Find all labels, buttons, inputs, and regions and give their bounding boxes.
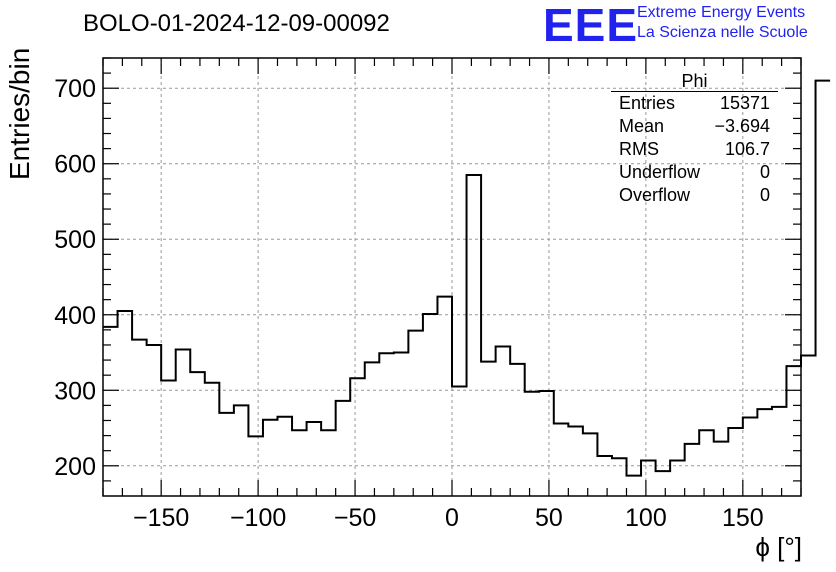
stats-box-title: Phi: [611, 71, 778, 92]
y-tick-label: 600: [54, 151, 96, 179]
x-tick-label: −50: [334, 504, 376, 532]
chart-title: BOLO-01-2024-12-09-00092: [83, 10, 390, 37]
stats-label: Mean: [619, 116, 665, 136]
stats-box: Phi Entries 15371 Mean −3.694 RMS 106.7 …: [611, 71, 778, 207]
stats-label: Overflow: [619, 185, 691, 205]
logo-caption: Extreme Energy Events La Scienza nelle S…: [637, 3, 808, 43]
y-tick-label: 700: [54, 75, 96, 103]
stats-row-entries: Entries 15371: [611, 92, 778, 115]
x-tick-label: −100: [230, 504, 286, 532]
stats-label: RMS: [619, 139, 659, 159]
stats-value: 15371: [719, 93, 770, 113]
histogram-series: [103, 79, 831, 477]
x-axis-label: ϕ [°]: [755, 532, 802, 562]
y-tick-label: 500: [54, 226, 96, 254]
x-tick-label: 100: [625, 504, 667, 532]
stats-row-overflow: Overflow 0: [611, 184, 778, 207]
x-tick-label: 50: [535, 504, 563, 532]
eee-logo-mark: EEE: [543, 0, 639, 51]
axis-ticks: [102, 57, 802, 496]
y-axis-label: Entries/bin: [4, 47, 35, 180]
y-tick-label: 300: [54, 377, 96, 405]
y-tick-label: 200: [54, 453, 96, 481]
y-tick-label: 400: [54, 302, 96, 330]
stats-label: Underflow: [619, 162, 701, 182]
stats-label: Entries: [619, 93, 676, 113]
x-tick-label: 150: [722, 504, 764, 532]
logo-caption-line2: La Scienza nelle Scuole: [637, 24, 808, 41]
logo-caption-line1: Extreme Energy Events: [637, 4, 806, 21]
stats-row-mean: Mean −3.694: [611, 115, 778, 138]
axis-tick-labels: −150 −100 −50 0 50 100 150 200 300 400 500 600 700: [54, 75, 763, 532]
x-tick-label: 0: [445, 504, 459, 532]
stats-value: 106.7: [724, 139, 770, 159]
stats-value: 0: [759, 185, 770, 205]
stats-value: 0: [759, 162, 770, 182]
stats-value: −3.694: [714, 116, 770, 136]
stats-row-rms: RMS 106.7: [611, 138, 778, 161]
x-tick-label: −150: [133, 504, 189, 532]
stats-row-underflow: Underflow 0: [611, 161, 778, 184]
